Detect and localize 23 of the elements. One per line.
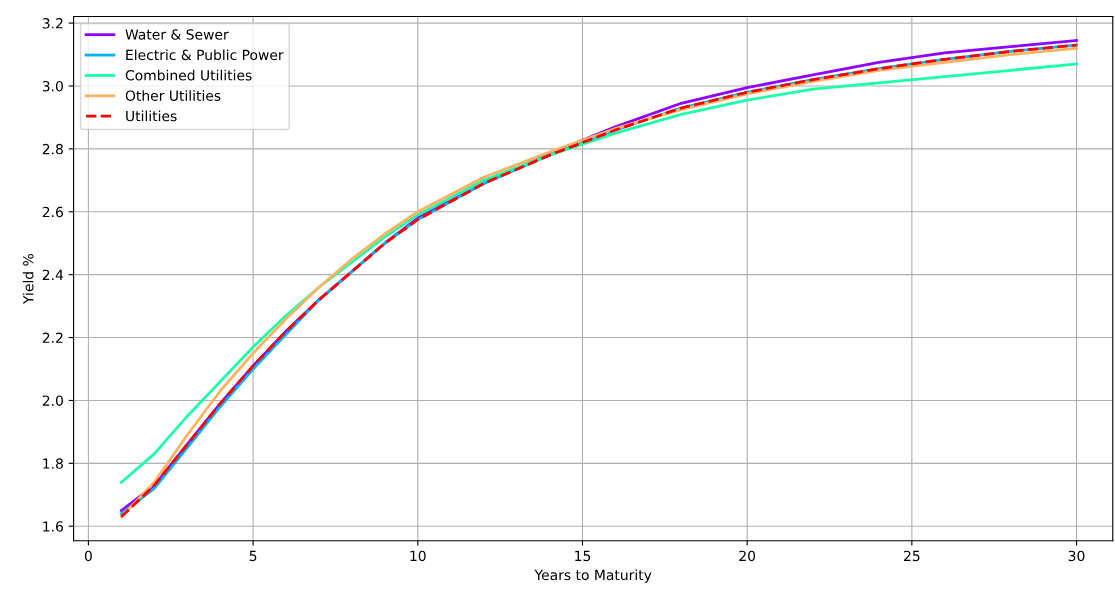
x-tick-label: 20 [739, 550, 756, 562]
legend-label: Electric & Public Power [126, 49, 284, 61]
y-tick-label: 3.0 [42, 80, 63, 92]
y-axis-title: Yield % [22, 254, 34, 304]
legend-label: Other Utilities [125, 90, 221, 101]
y-tick-label: 3.2 [42, 18, 63, 29]
legend-label: Combined Utilities [125, 69, 252, 81]
x-tick-label: 25 [904, 550, 920, 562]
y-tick-label: 2.6 [42, 206, 63, 218]
x-axis-title: Years to Maturity [534, 569, 652, 583]
y-tick-label: 2.0 [42, 395, 63, 406]
x-tick-label: 10 [410, 550, 426, 562]
x-tick-label: 5 [249, 550, 257, 562]
y-tick-label: 1.6 [43, 521, 63, 532]
y-tick-label: 2.8 [42, 143, 63, 155]
y-tick-label: 1.8 [43, 458, 63, 469]
x-tick-label: 15 [575, 550, 591, 562]
y-tick-label: 2.4 [42, 269, 64, 280]
x-tick-label: 0 [84, 550, 92, 562]
legend-label: Water & Sewer [125, 29, 229, 40]
x-tick-label: 30 [1068, 550, 1085, 562]
y-tick-label: 2.2 [42, 332, 63, 343]
legend-label: Utilities [126, 110, 177, 122]
